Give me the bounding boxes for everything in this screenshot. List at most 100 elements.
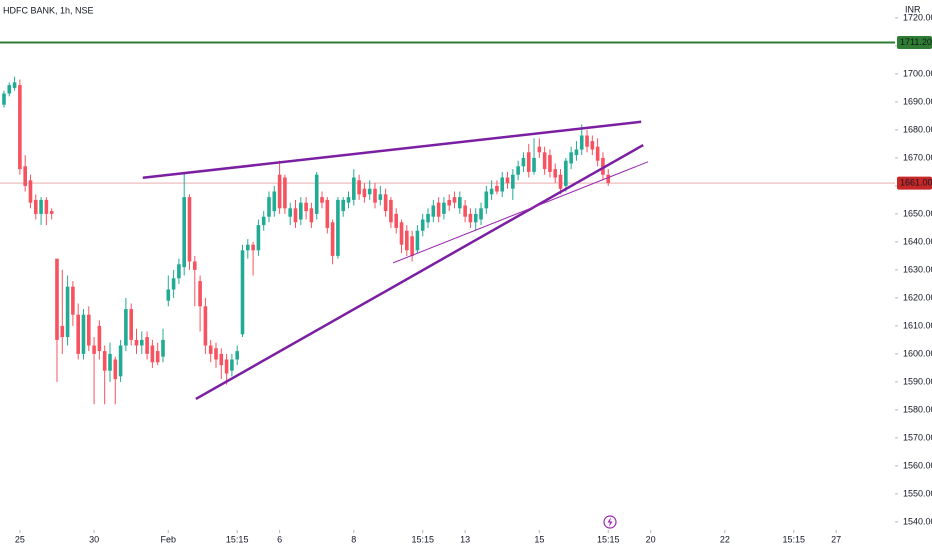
candle-body: [246, 244, 250, 251]
chart-title: HDFC BANK, 1h, NSE: [3, 5, 94, 15]
candle-body: [118, 345, 123, 377]
candle-body: [479, 208, 483, 220]
candle-body: [129, 309, 133, 340]
x-tick-label: 25: [15, 534, 25, 544]
candle-body: [208, 345, 213, 354]
candle-body: [240, 250, 245, 335]
candle-body: [405, 230, 409, 251]
candle-body: [293, 208, 298, 223]
candle-body: [124, 309, 128, 346]
candle-body: [569, 152, 573, 164]
candle-body: [198, 281, 202, 307]
y-tick-label: 1650.00: [903, 208, 932, 218]
candle-body: [473, 213, 478, 223]
candle-body: [362, 188, 367, 198]
candle-body: [44, 199, 49, 214]
candle-body: [108, 353, 112, 371]
candle-body: [60, 325, 65, 338]
candle-body: [309, 208, 314, 223]
candle-body: [548, 155, 552, 172]
candle-body: [436, 202, 441, 217]
x-tick-label: Feb: [161, 534, 177, 544]
candle-body: [288, 208, 293, 217]
x-tick-label: 13: [460, 534, 470, 544]
candle-body: [511, 174, 515, 189]
candle-body: [574, 149, 579, 156]
candle-body: [410, 236, 414, 256]
candle-body: [71, 286, 75, 315]
candle-body: [314, 174, 319, 214]
y-tick-label: 1570.00: [903, 432, 932, 442]
candle-body: [283, 177, 287, 209]
y-tick-label: 1640.00: [903, 236, 932, 246]
candle-body: [261, 216, 266, 226]
candle-body: [299, 202, 303, 220]
candle-body: [415, 230, 420, 251]
alert-icon[interactable]: [603, 515, 617, 529]
x-tick-label: 15:15: [782, 534, 805, 544]
candle-body: [590, 141, 595, 150]
y-tick-label: 1670.00: [903, 152, 932, 162]
candle-body: [458, 197, 462, 209]
candle-body: [192, 261, 197, 270]
candle-body: [251, 244, 255, 251]
candle-body: [325, 199, 330, 228]
candle-body: [606, 174, 611, 184]
candle-body: [389, 199, 393, 223]
y-tick-label: 1620.00: [903, 292, 932, 302]
candle-body: [367, 188, 372, 195]
candle-body: [224, 359, 229, 374]
candle-body: [55, 258, 59, 340]
candle-body: [489, 188, 494, 195]
candle-body: [399, 222, 404, 245]
candle-body: [272, 191, 277, 212]
candle-body: [553, 169, 558, 178]
y-tick-label: 1690.00: [903, 96, 932, 106]
candle-body: [256, 225, 261, 251]
y-tick-label: 1550.00: [903, 488, 932, 498]
price-label-bg: [897, 36, 932, 50]
candle-body: [579, 135, 584, 150]
candle-body: [12, 82, 17, 88]
candle-body: [33, 199, 38, 214]
candle-body: [431, 205, 436, 217]
candle-body: [542, 152, 547, 170]
candle-body: [495, 185, 499, 192]
x-tick-label: 8: [351, 534, 356, 544]
candle-body: [155, 351, 160, 363]
trend-line: [195, 143, 644, 401]
candle-body: [330, 222, 335, 256]
candle-body: [86, 314, 91, 346]
candle-body: [7, 85, 12, 94]
x-tick-label: 15:15: [411, 534, 434, 544]
x-tick-label: 6: [277, 534, 282, 544]
x-tick-label: 15:15: [597, 534, 620, 544]
candle-body: [447, 199, 452, 206]
candle-body: [182, 197, 186, 268]
candle-body: [81, 314, 86, 354]
trend-line: [392, 161, 649, 264]
candle-body: [203, 306, 208, 346]
y-tick-label: 1680.00: [903, 124, 932, 134]
currency-label: INR: [905, 4, 921, 14]
price-label: 1711.20: [900, 37, 932, 47]
candle-body: [92, 345, 96, 354]
x-tick-label: 15:15: [226, 534, 249, 544]
candle-body: [601, 157, 605, 175]
candle-body: [166, 289, 171, 301]
candle-body: [2, 93, 6, 105]
candle-body: [537, 146, 542, 153]
candle-body: [76, 314, 80, 354]
candle-body: [161, 339, 165, 357]
candle-body: [341, 199, 346, 212]
candle-body: [267, 197, 271, 217]
candle-body: [28, 180, 33, 203]
x-tick-label: 22: [720, 534, 730, 544]
candle-body: [187, 197, 192, 262]
candle-body: [516, 166, 520, 175]
trend-line: [142, 120, 642, 180]
candle-body: [463, 205, 467, 217]
